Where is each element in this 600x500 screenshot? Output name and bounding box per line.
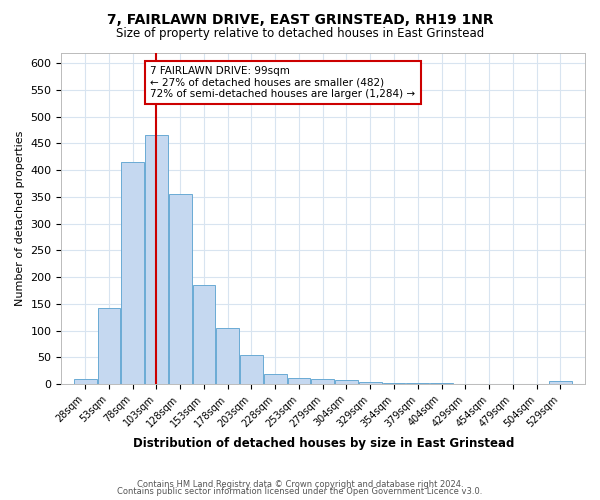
Text: Size of property relative to detached houses in East Grinstead: Size of property relative to detached ho… [116, 28, 484, 40]
Bar [74, 378, 97, 384]
Bar [430, 383, 453, 384]
X-axis label: Distribution of detached houses by size in East Grinstead: Distribution of detached houses by size … [133, 437, 514, 450]
Text: 7 FAIRLAWN DRIVE: 99sqm
← 27% of detached houses are smaller (482)
72% of semi-d: 7 FAIRLAWN DRIVE: 99sqm ← 27% of detache… [151, 66, 416, 99]
Bar [216, 328, 239, 384]
Bar [169, 194, 191, 384]
Bar [264, 374, 287, 384]
Text: Contains public sector information licensed under the Open Government Licence v3: Contains public sector information licen… [118, 488, 482, 496]
Bar [406, 383, 429, 384]
Y-axis label: Number of detached properties: Number of detached properties [15, 130, 25, 306]
Bar [98, 308, 121, 384]
Bar [145, 136, 168, 384]
Bar [193, 285, 215, 384]
Bar [359, 382, 382, 384]
Bar [240, 354, 263, 384]
Bar [287, 378, 310, 384]
Bar [383, 383, 406, 384]
Bar [311, 378, 334, 384]
Bar [549, 382, 572, 384]
Text: Contains HM Land Registry data © Crown copyright and database right 2024.: Contains HM Land Registry data © Crown c… [137, 480, 463, 489]
Text: 7, FAIRLAWN DRIVE, EAST GRINSTEAD, RH19 1NR: 7, FAIRLAWN DRIVE, EAST GRINSTEAD, RH19 … [107, 12, 493, 26]
Bar [121, 162, 144, 384]
Bar [335, 380, 358, 384]
